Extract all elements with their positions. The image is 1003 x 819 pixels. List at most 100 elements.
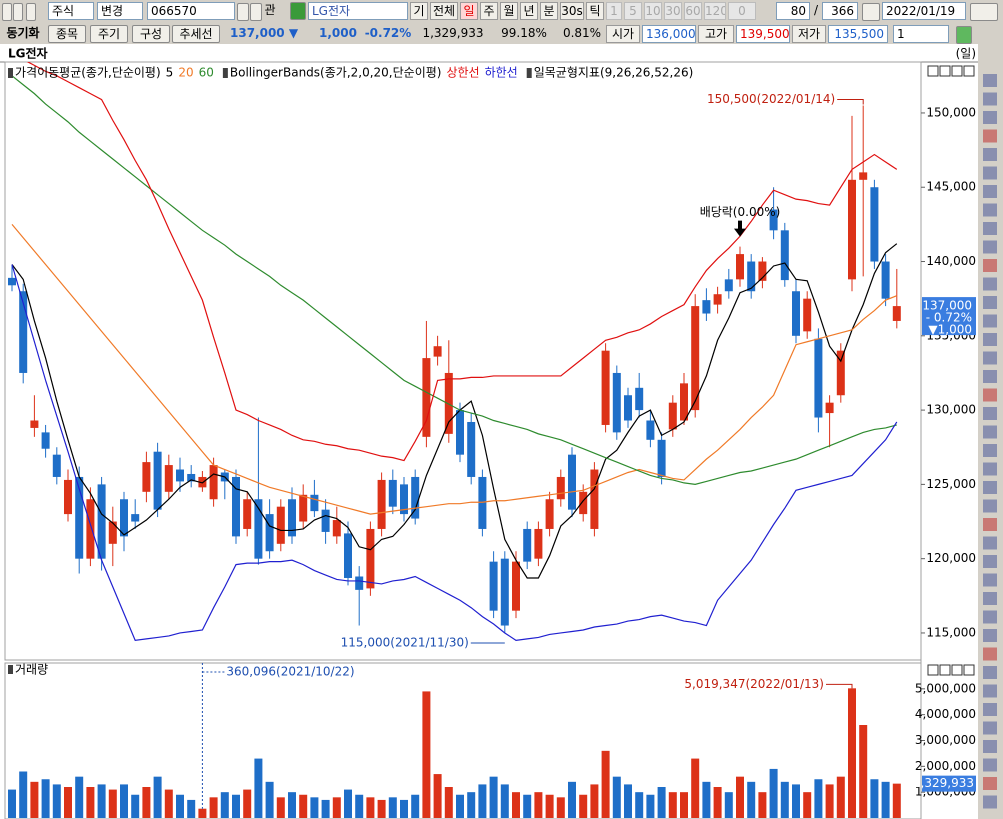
volume-bar (52, 784, 61, 818)
add-icon[interactable] (956, 26, 972, 44)
tool-icon (983, 185, 997, 198)
open-label[interactable]: 시가 (606, 25, 640, 43)
candle-body (601, 350, 610, 425)
candle-body (276, 506, 285, 544)
candle-body (814, 338, 823, 418)
volume-bar (814, 779, 823, 818)
volume-bar (243, 789, 252, 818)
candle-body (691, 306, 700, 411)
chart-title: LG전자 (8, 46, 48, 61)
annotation-line (826, 683, 853, 689)
volume-bar (545, 794, 554, 818)
minute-button: 10 (644, 2, 662, 20)
volume-bar (512, 792, 520, 818)
volume-bar (164, 789, 173, 818)
tool-icon (983, 758, 997, 772)
volume-bar (859, 725, 868, 818)
volume-bar (601, 750, 610, 818)
code-input[interactable]: 066570 (147, 2, 235, 20)
candle-body (825, 402, 834, 414)
market-select[interactable]: 주식 (48, 2, 94, 20)
change-select[interactable]: 변경 (97, 2, 143, 20)
annotation-arrow (734, 220, 746, 237)
tool-button[interactable]: 추세선 (172, 25, 220, 43)
period-button[interactable]: 일 (460, 2, 478, 20)
period-button[interactable]: 분 (540, 2, 558, 20)
volume-bar (321, 799, 330, 818)
candle-body (590, 469, 599, 529)
volume-bar (612, 776, 621, 818)
volume-bar (400, 799, 408, 818)
candle-body (646, 420, 655, 440)
volume-bar (534, 792, 543, 818)
legend-item: 20 (178, 66, 193, 80)
total-input[interactable]: 366 (822, 2, 858, 20)
name-input[interactable]: LG전자 (308, 2, 408, 20)
tool-button[interactable]: 주기 (90, 25, 128, 43)
candle-body (366, 528, 375, 589)
calendar-icon[interactable] (862, 3, 880, 21)
count-input[interactable]: 80 (776, 2, 810, 20)
search-icon[interactable] (250, 3, 262, 21)
candle-body (265, 514, 274, 552)
tool-icon (983, 370, 997, 383)
panel-icon (927, 664, 939, 676)
group-icon[interactable] (290, 2, 306, 20)
date-input[interactable]: 2022/01/19 (882, 2, 966, 20)
low-label[interactable]: 저가 (792, 25, 826, 43)
indicator-line (26, 62, 898, 462)
volume-bar (881, 781, 890, 818)
tool-icon (983, 259, 997, 272)
period-button[interactable]: 전체 (430, 2, 458, 20)
volume-bar (366, 797, 375, 818)
tool-icon (983, 777, 997, 790)
y-tick-label: 115,000 (926, 625, 976, 639)
volume-bar (276, 797, 285, 818)
volume-bar (702, 781, 711, 818)
separator-text: / (813, 3, 819, 17)
last-volume-label: 1,329,933 (913, 776, 974, 790)
indicator-line (11, 264, 898, 642)
volume-bar (870, 779, 879, 818)
toolbar-icon[interactable] (26, 3, 36, 21)
y-tick-label: 145,000 (926, 180, 976, 194)
period-button[interactable]: 틱 (586, 2, 604, 20)
period-button[interactable]: 30s (560, 2, 584, 20)
candle-body (75, 476, 84, 559)
y-tick-label: 5,000,000 (915, 681, 976, 695)
last-price-box (922, 297, 976, 336)
high-label[interactable]: 고가 (698, 25, 734, 43)
volume-bar (176, 794, 184, 818)
tool-button[interactable]: 종목 (48, 25, 86, 43)
tool-button[interactable]: 구성 (132, 25, 170, 43)
toolbar-icon[interactable] (2, 3, 12, 21)
period-button[interactable]: 기 (410, 2, 428, 20)
candle-body (624, 395, 632, 421)
candle-body (254, 499, 263, 559)
period-button[interactable]: 월 (500, 2, 518, 20)
option-icon[interactable] (970, 3, 998, 21)
candle-body (120, 499, 128, 537)
tool-icon (983, 721, 997, 735)
high-value[interactable]: 139,500 (736, 25, 790, 43)
tool-icon (983, 684, 997, 698)
volume-bar (657, 787, 666, 818)
tool-icon (983, 499, 997, 513)
tool-icon (983, 407, 997, 420)
layout-select[interactable]: 1 (893, 25, 949, 43)
annotation: 115,000(2021/11/30) (341, 635, 469, 649)
low-value[interactable]: 135,500 (828, 25, 888, 43)
volume-bar (30, 781, 39, 818)
toolbar-icon[interactable] (13, 3, 23, 21)
period-button[interactable]: 주 (480, 2, 498, 20)
open-value[interactable]: 136,000 (642, 25, 696, 43)
search-icon[interactable] (237, 3, 249, 21)
candle-body (736, 254, 744, 280)
volume-bar (758, 792, 767, 818)
candle-body (792, 291, 800, 336)
tool-icon (983, 536, 997, 550)
candle-body (209, 465, 218, 500)
candle-body (187, 473, 196, 482)
period-button[interactable]: 년 (520, 2, 538, 20)
candle-body (680, 383, 688, 421)
